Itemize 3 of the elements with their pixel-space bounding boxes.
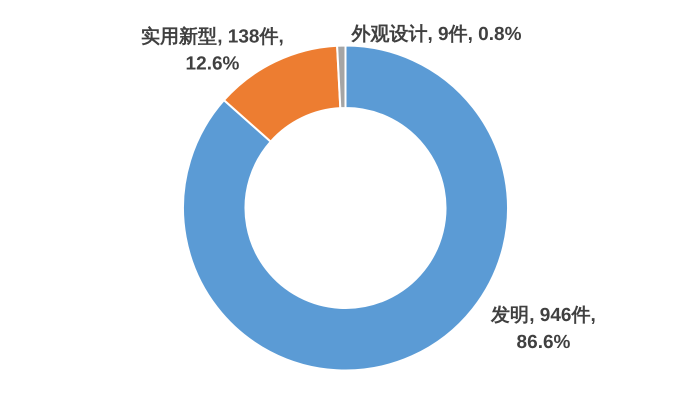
slice-label: 发明, 946件, 86.6% (490, 304, 596, 354)
slice-label: 外观设计, 9件, 0.8% (350, 23, 522, 45)
slice-label: 实用新型, 138件, 12.6% (141, 25, 284, 75)
